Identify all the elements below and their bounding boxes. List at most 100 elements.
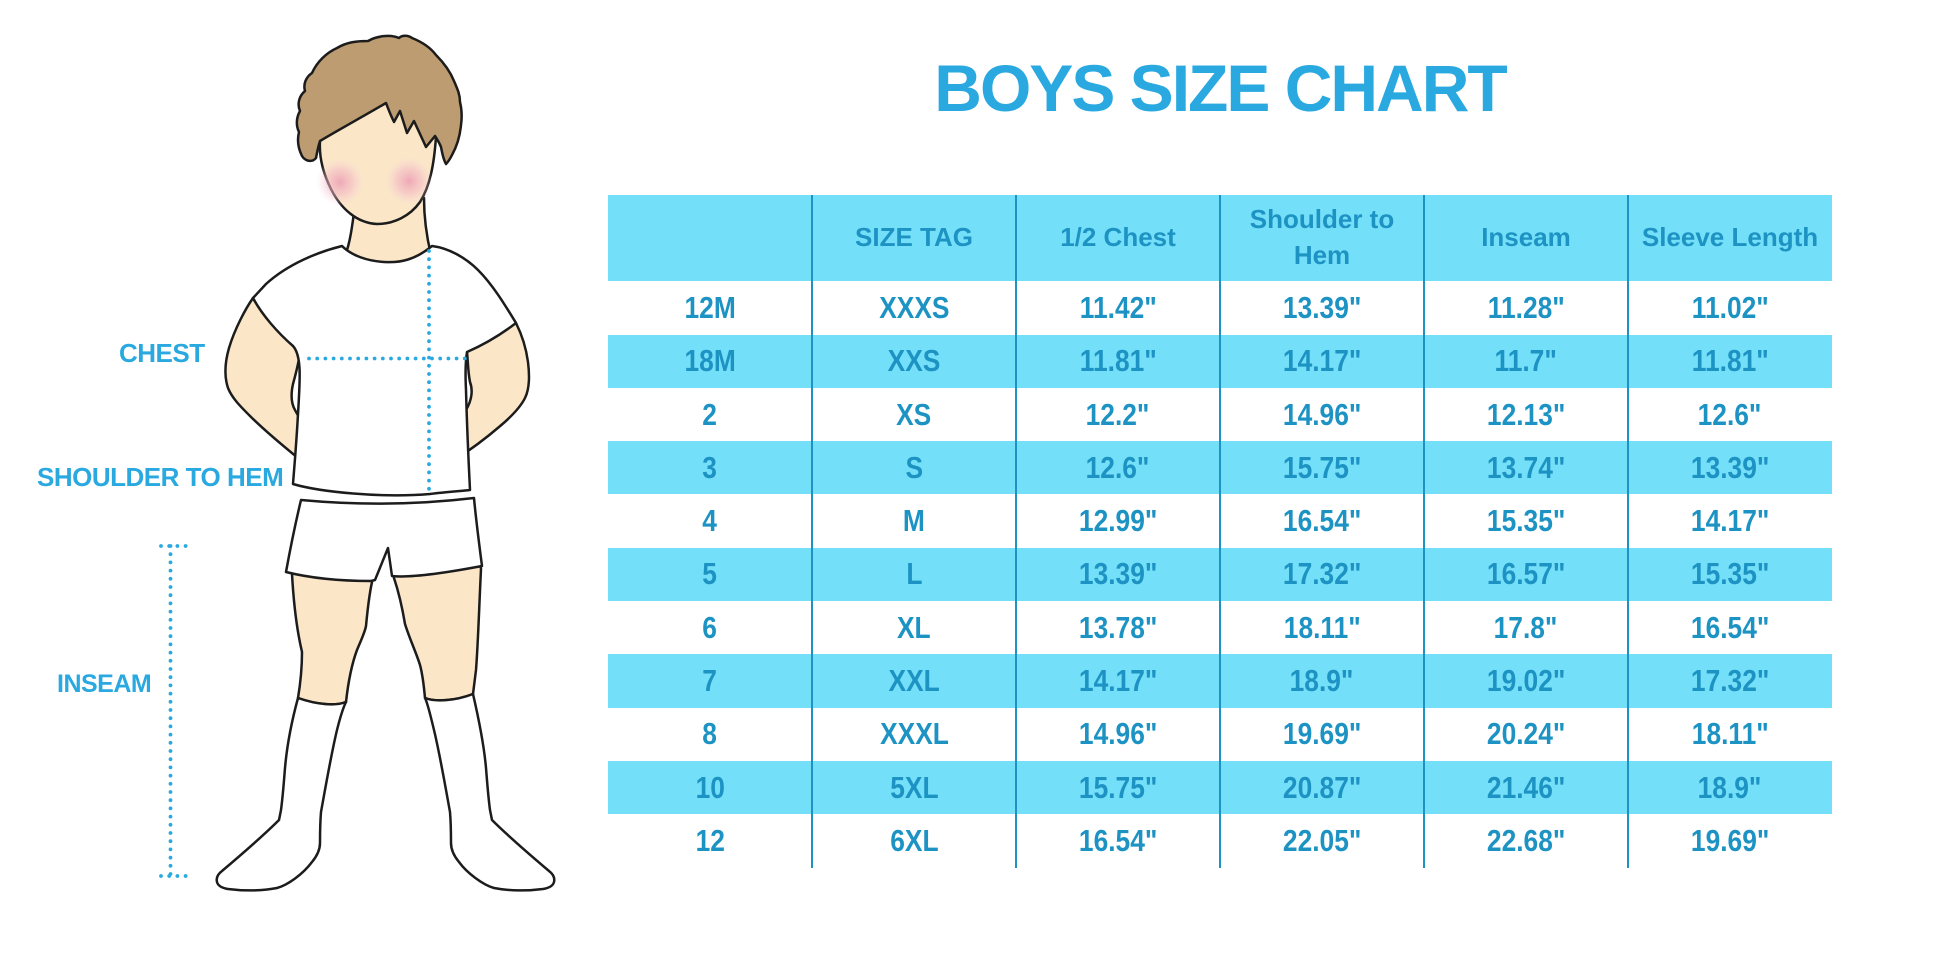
figure-left-sock	[215, 696, 348, 892]
table-row: 12M XXXS 11.42" 13.39" 11.28" 11.02"	[608, 281, 1832, 335]
table-cell: 6XL	[812, 814, 1016, 868]
table-cell-value: 14.96"	[1078, 716, 1158, 752]
column-separator	[1014, 195, 1018, 868]
table-cell-value: M	[903, 503, 925, 539]
boy-figure-illustration	[159, 34, 556, 892]
table-header-row: SIZE TAG 1/2 Chest Shoulder to Hem Inseam Sl…	[608, 195, 1832, 282]
table-cell: 22.68"	[1424, 814, 1628, 868]
table-cell-value: 7	[702, 663, 718, 699]
table-cell: 11.02"	[1628, 281, 1832, 335]
table-cell: 14.96"	[1016, 707, 1220, 761]
figure-right-sock	[423, 692, 556, 892]
table-header-cell-blank	[608, 195, 812, 282]
table-cell: L	[812, 547, 1016, 602]
table-cell: 14.17"	[1220, 334, 1424, 388]
table-cell: 18.11"	[1628, 707, 1832, 761]
table-cell: 17.32"	[1628, 654, 1832, 708]
table-cell-value: 4	[702, 503, 718, 539]
table-cell: 13.39"	[1628, 441, 1832, 495]
table-row: 3 S 12.6" 15.75" 13.74" 13.39"	[608, 441, 1832, 495]
chest-label: CHEST	[119, 338, 205, 368]
table-row: 6 XL 13.78" 18.11" 17.8" 16.54"	[608, 601, 1832, 655]
table-cell-value: 13.78"	[1078, 609, 1158, 645]
table-cell-value: 18.9"	[1290, 663, 1354, 699]
table-cell-value: 17.8"	[1494, 609, 1558, 645]
table-cell-value: XXXL	[879, 716, 949, 752]
table-cell-value: 16.54"	[1078, 822, 1158, 858]
table-cell: 12.13"	[1424, 387, 1628, 442]
table-cell: 19.02"	[1424, 654, 1628, 708]
table-cell-value: 2	[702, 396, 718, 432]
table-cell-value: 13.39"	[1690, 449, 1770, 485]
table-cell: 13.39"	[1220, 281, 1424, 335]
table-header-cell: Sleeve Length	[1628, 195, 1832, 282]
table-cell: XS	[812, 387, 1016, 442]
table-cell: 2	[608, 387, 812, 442]
measurement-lines	[159, 249, 468, 878]
table-cell: 11.42"	[1016, 281, 1220, 335]
table-cell: 12.6"	[1628, 387, 1832, 442]
table-cell: 14.17"	[1016, 654, 1220, 708]
column-separator	[1218, 195, 1222, 868]
table-row: 10 5XL 15.75" 20.87" 21.46" 18.9"	[608, 760, 1832, 815]
table-cell-value: XXS	[887, 343, 941, 379]
table-cell-value: 12.99"	[1078, 503, 1158, 539]
table-row: 4 M 12.99" 16.54" 15.35" 14.17"	[608, 494, 1832, 548]
table-cell-value: 19.69"	[1282, 716, 1362, 752]
table-cell: 3	[608, 441, 812, 495]
table-cell: 15.35"	[1424, 494, 1628, 548]
table-cell: 17.32"	[1220, 547, 1424, 602]
table-cell: 4	[608, 494, 812, 548]
column-separator	[1422, 195, 1426, 868]
table-cell: 20.87"	[1220, 760, 1424, 815]
shoulder-to-hem-label: SHOULDER TO HEM	[37, 462, 284, 492]
table-cell-value: 19.69"	[1690, 822, 1770, 858]
table-cell: 13.39"	[1016, 547, 1220, 602]
table-cell-value: 17.32"	[1690, 663, 1770, 699]
table-cell-value: 11.81"	[1079, 343, 1157, 379]
table-cell: 5	[608, 547, 812, 602]
inseam-label: INSEAM	[57, 670, 152, 698]
table-cell: 16.57"	[1424, 547, 1628, 602]
table-cell: 11.28"	[1424, 281, 1628, 335]
table-cell: 11.81"	[1016, 334, 1220, 388]
table-cell-value: 10	[695, 769, 725, 805]
table-cell: 22.05"	[1220, 814, 1424, 868]
table-cell-value: 11.81"	[1691, 343, 1769, 379]
figure-cheek-left	[316, 158, 364, 206]
table-cell-value: XL	[897, 609, 931, 645]
table-cell: 18.11"	[1220, 601, 1424, 655]
table-cell-value: 16.54"	[1282, 503, 1362, 539]
table-cell: 18.9"	[1220, 654, 1424, 708]
table-header-cell: 1/2 Chest	[1016, 195, 1220, 282]
table-cell-value: 11.7"	[1494, 343, 1558, 379]
table-cell-value: 21.46"	[1486, 769, 1566, 805]
table-cell: 21.46"	[1424, 760, 1628, 815]
table-cell-value: 13.39"	[1078, 556, 1158, 592]
table-cell-value: 15.75"	[1078, 769, 1158, 805]
table-cell: XL	[812, 601, 1016, 655]
table-cell: 5XL	[812, 760, 1016, 815]
table-cell: 8	[608, 707, 812, 761]
table-cell: 20.24"	[1424, 707, 1628, 761]
table-cell: 19.69"	[1628, 814, 1832, 868]
table-cell-value: 20.24"	[1486, 716, 1566, 752]
table-cell: 11.81"	[1628, 334, 1832, 388]
table-cell: 16.54"	[1220, 494, 1424, 548]
figure-panel: CHEST SHOULDER TO HEM INSEAM	[0, 0, 608, 973]
table-cell-value: 14.96"	[1282, 396, 1362, 432]
table-cell: 12.2"	[1016, 387, 1220, 442]
table-cell: 16.54"	[1016, 814, 1220, 868]
table-cell-value: 12.6"	[1698, 396, 1762, 432]
table-cell-value: 15.35"	[1690, 556, 1770, 592]
table-row: 2 XS 12.2" 14.96" 12.13" 12.6"	[608, 387, 1832, 442]
table-cell: 15.75"	[1220, 441, 1424, 495]
table-cell: 10	[608, 760, 812, 815]
table-cell-value: 16.57"	[1486, 556, 1566, 592]
figure-cheek-right	[385, 157, 433, 205]
table-cell: M	[812, 494, 1016, 548]
table-cell-value: 15.75"	[1282, 449, 1362, 485]
table-cell-value: 14.17"	[1078, 663, 1158, 699]
size-table: SIZE TAG 1/2 Chest Shoulder to Hem Inseam Sl…	[608, 195, 1832, 868]
table-cell: XXXS	[812, 281, 1016, 335]
